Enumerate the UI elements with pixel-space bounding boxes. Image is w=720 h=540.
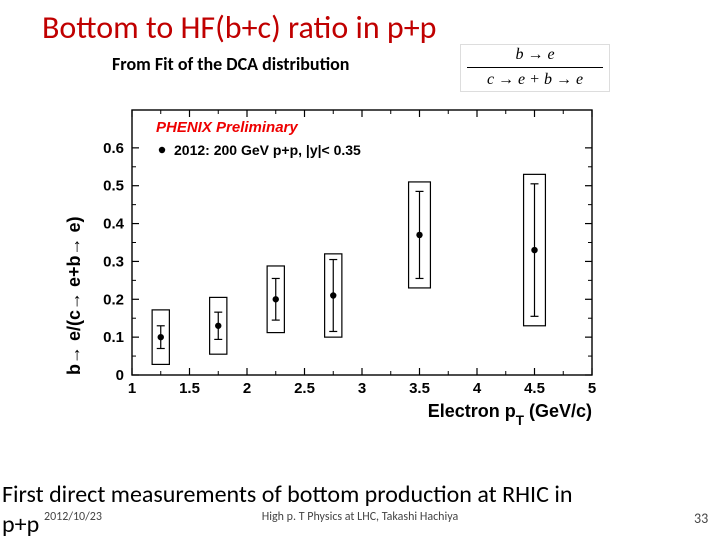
formula-numerator: b → e [467,45,603,68]
subtitle: From Fit of the DCA distribution [112,53,720,75]
footer-text: First direct measurements of bottom prod… [2,480,720,509]
ratio-chart: 1 1.5 2 2.5 3 3.5 4 4.5 5 0 0.1 0.2 0.3 0.4 0.5 0.6 Elec… [60,100,630,450]
ratio-formula: b → e c → e + b → e [460,44,610,92]
page-title: Bottom to HF(b+c) ratio in p+p [0,0,720,47]
footer-page-number: 33 [694,510,708,527]
svg-text:0.4: 0.4 [103,216,125,233]
svg-text:2012: 200 GeV p+p, |y|< 0.35: 2012: 200 GeV p+p, |y|< 0.35 [174,142,361,158]
svg-text:0.3: 0.3 [103,253,124,270]
svg-text:0.5: 0.5 [103,178,124,195]
svg-text:Electron pT (GeV/c): Electron pT (GeV/c) [428,401,592,428]
formula-denominator: c → e + b → e [461,68,609,90]
svg-text:0: 0 [116,367,124,384]
svg-text:b→ e/(c→ e+b→ e): b→ e/(c→ e+b→ e) [64,216,84,375]
svg-text:4: 4 [473,380,482,397]
footer-center: High p. T Physics at LHC, Takashi Hachiy… [0,510,720,524]
svg-text:5: 5 [588,380,596,397]
svg-text:0.1: 0.1 [103,329,124,346]
svg-text:2: 2 [243,380,251,397]
svg-text:4.5: 4.5 [524,380,545,397]
svg-text:3.5: 3.5 [409,380,430,397]
svg-text:0.2: 0.2 [103,291,124,308]
svg-text:2.5: 2.5 [294,380,315,397]
chart-svg: 1 1.5 2 2.5 3 3.5 4 4.5 5 0 0.1 0.2 0.3 0.4 0.5 0.6 Elec… [60,100,630,450]
svg-text:1.5: 1.5 [179,380,200,397]
svg-text:1: 1 [128,380,136,397]
svg-text:3: 3 [358,380,366,397]
svg-text:PHENIX Preliminary: PHENIX Preliminary [156,119,298,136]
svg-text:0.6: 0.6 [103,140,124,157]
